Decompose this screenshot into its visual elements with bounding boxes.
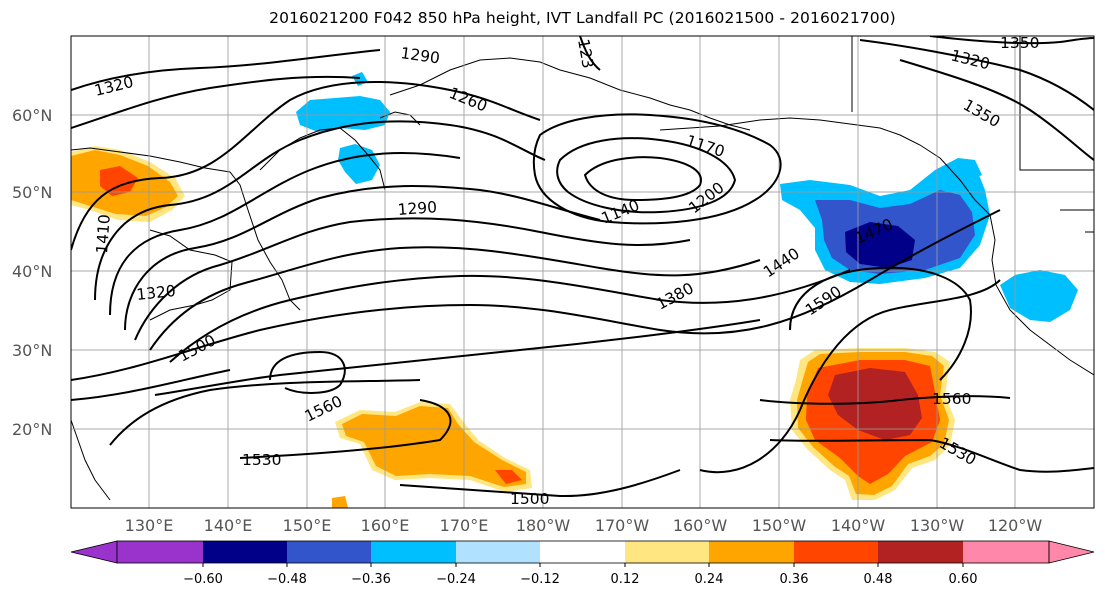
colorbar-max-extend bbox=[1048, 540, 1095, 564]
lat-label: 30°N bbox=[12, 341, 52, 360]
colorbar-tick-label: 0.60 bbox=[949, 572, 978, 587]
lon-label: 160°W bbox=[673, 516, 728, 535]
figure-title: 2016021200 F042 850 hPa height, IVT Land… bbox=[269, 9, 896, 27]
lon-label: 150°E bbox=[283, 516, 332, 535]
colorbar-min-extend bbox=[70, 540, 118, 564]
contour-label: 1290 bbox=[399, 44, 441, 67]
lon-label: 140°E bbox=[204, 516, 253, 535]
colorbar-segment bbox=[878, 541, 963, 563]
lat-label: 40°N bbox=[12, 262, 52, 281]
contour-label: 1290 bbox=[397, 198, 438, 219]
colorbar-segment bbox=[963, 541, 1049, 563]
lat-label: 20°N bbox=[12, 420, 52, 439]
lon-label: 160°E bbox=[361, 516, 410, 535]
lon-label: 150°W bbox=[752, 516, 807, 535]
colorbar-tick-label: −0.36 bbox=[351, 572, 391, 587]
negative-anomaly-west-coast bbox=[1000, 270, 1078, 322]
lat-label: 60°N bbox=[12, 106, 52, 125]
lon-label: 120°W bbox=[988, 516, 1043, 535]
colorbar-segment bbox=[540, 541, 625, 563]
lon-label: 170°W bbox=[595, 516, 650, 535]
colorbar-tick-label: 0.24 bbox=[695, 572, 724, 587]
colorbar-ticks bbox=[202, 563, 964, 567]
colorbar-segment bbox=[709, 541, 794, 563]
colorbar: −0.60 −0.48 −0.36 −0.24 −0.12 0.12 0.24 … bbox=[70, 540, 1095, 587]
colorbar-segment bbox=[625, 541, 709, 563]
colorbar-segment bbox=[203, 541, 287, 563]
colorbar-segment bbox=[794, 541, 878, 563]
colorbar-tick-label: −0.48 bbox=[267, 572, 307, 587]
lon-label: 130°W bbox=[910, 516, 965, 535]
colorbar-segment bbox=[456, 541, 540, 563]
lat-label: 50°N bbox=[12, 183, 52, 202]
colorbar-segment bbox=[117, 541, 203, 563]
colorbar-tick-label: −0.60 bbox=[183, 572, 223, 587]
gridlines bbox=[71, 36, 1094, 508]
colorbar-segment bbox=[287, 541, 371, 563]
colorbar-tick-label: −0.12 bbox=[520, 572, 560, 587]
contour-label: 1410 bbox=[93, 214, 114, 255]
contour-label: 1350 bbox=[1000, 34, 1039, 52]
colorbar-tick-label: −0.24 bbox=[436, 572, 476, 587]
contour-label: 1530 bbox=[242, 451, 281, 469]
contour-label: 1560 bbox=[932, 390, 971, 408]
contour-label: 1500 bbox=[510, 490, 549, 508]
lon-label: 170°E bbox=[440, 516, 489, 535]
map-frame bbox=[70, 35, 1095, 509]
height-contours bbox=[71, 36, 1094, 498]
colorbar-tick-label: 0.48 bbox=[864, 572, 893, 587]
longitude-labels: 130°E 140°E 150°E 160°E 170°E 180°W 170°… bbox=[125, 516, 1043, 535]
colorbar-segment bbox=[371, 541, 456, 563]
lon-label: 180°W bbox=[516, 516, 571, 535]
lon-label: 130°E bbox=[125, 516, 174, 535]
lon-label: 140°W bbox=[831, 516, 886, 535]
contour-label: 123 bbox=[574, 38, 597, 70]
contour-label: 1320 bbox=[136, 282, 177, 304]
latitude-labels: 60°N 50°N 40°N 30°N 20°N bbox=[12, 106, 52, 439]
colorbar-tick-label: 0.36 bbox=[780, 572, 809, 587]
colorbar-tick-label: 0.12 bbox=[611, 572, 640, 587]
